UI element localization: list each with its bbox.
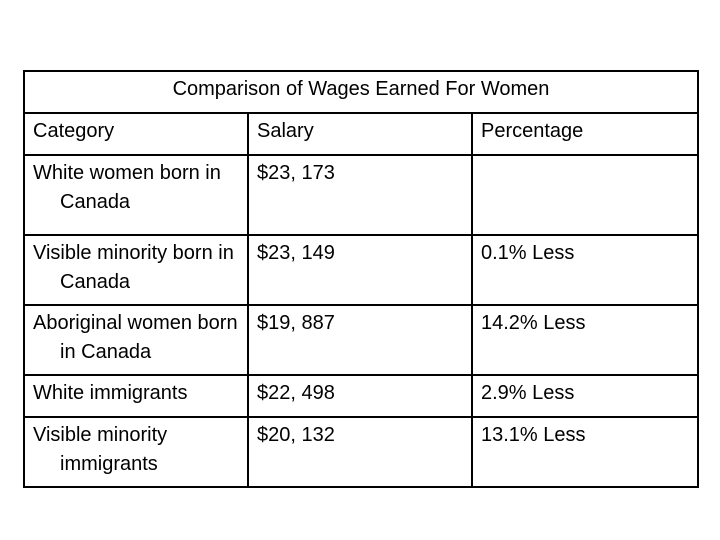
table-row: White immigrants $22, 498 2.9% Less (23, 374, 699, 418)
category-text: Visible minority born in Canada (33, 242, 234, 293)
percentage-cell: 14.2% Less (471, 304, 699, 376)
header-salary: Salary (247, 112, 473, 156)
percentage-cell: 2.9% Less (471, 374, 699, 418)
salary-cell: $23, 149 (247, 234, 473, 306)
salary-cell: $19, 887 (247, 304, 473, 376)
category-cell: Visible minority born in Canada (23, 234, 249, 306)
percentage-cell (471, 154, 699, 236)
category-cell: White immigrants (23, 374, 249, 418)
category-cell: Visible minority immigrants (23, 416, 249, 488)
table-row: White women born in Canada $23, 173 (23, 154, 699, 236)
table-row: Aboriginal women born in Canada $19, 887… (23, 304, 699, 376)
table-row: Visible minority immigrants $20, 132 13.… (23, 416, 699, 488)
percentage-cell: 0.1% Less (471, 234, 699, 306)
salary-cell: $22, 498 (247, 374, 473, 418)
table-title: Comparison of Wages Earned For Women (23, 70, 699, 114)
wage-comparison-table: Comparison of Wages Earned For Women Cat… (23, 70, 699, 488)
table-header-row: Category Salary Percentage (23, 112, 699, 156)
header-percentage: Percentage (471, 112, 699, 156)
salary-cell: $23, 173 (247, 154, 473, 236)
category-text: Visible minority immigrants (33, 424, 168, 475)
category-text: White immigrants (33, 382, 188, 404)
table-row: Visible minority born in Canada $23, 149… (23, 234, 699, 306)
category-text: White women born in Canada (33, 162, 221, 213)
table-title-row: Comparison of Wages Earned For Women (23, 70, 699, 114)
percentage-cell: 13.1% Less (471, 416, 699, 488)
category-cell: White women born in Canada (23, 154, 249, 236)
salary-cell: $20, 132 (247, 416, 473, 488)
category-text: Aboriginal women born in Canada (33, 312, 238, 363)
category-cell: Aboriginal women born in Canada (23, 304, 249, 376)
header-category: Category (23, 112, 249, 156)
